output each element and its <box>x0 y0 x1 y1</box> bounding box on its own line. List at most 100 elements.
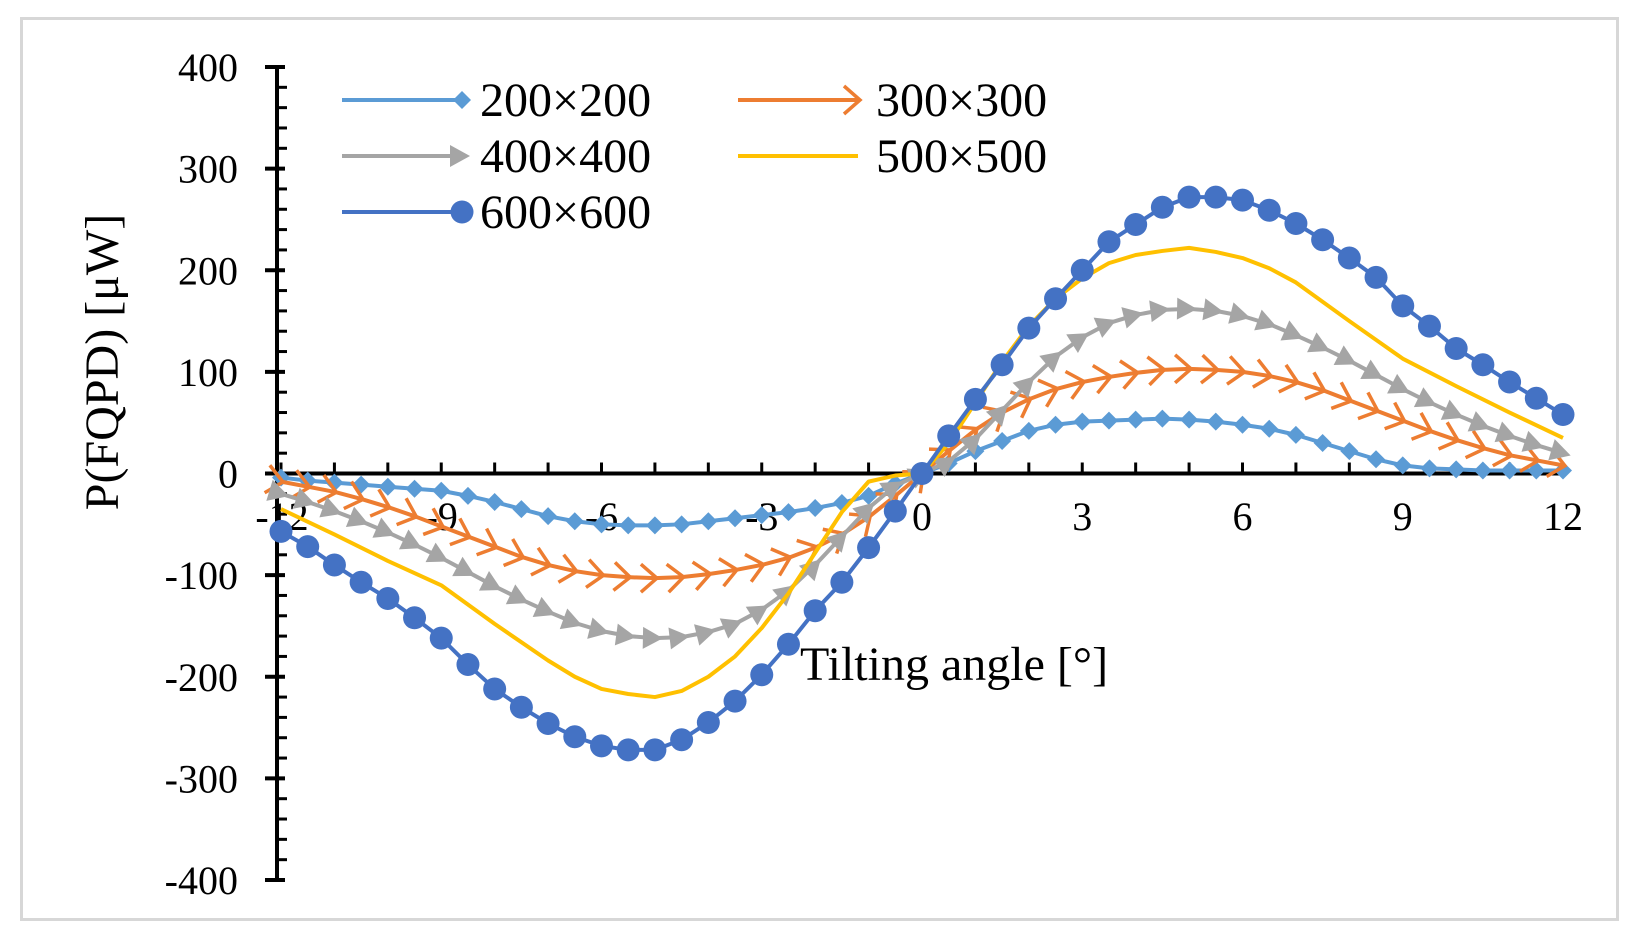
legend-item: 600×600 <box>342 186 651 239</box>
data-point <box>1228 302 1251 324</box>
arrow-mark <box>425 542 449 563</box>
arrow-mark <box>452 556 476 577</box>
arrow-mark <box>879 481 903 502</box>
arrow-mark <box>1121 307 1144 329</box>
data-point <box>1150 195 1174 219</box>
data-point <box>512 500 531 519</box>
data-point <box>776 632 800 656</box>
data-point <box>1340 442 1359 461</box>
y-tick-label: 200 <box>178 248 238 293</box>
data-point <box>1124 213 1148 237</box>
data-point <box>1064 369 1087 400</box>
arrow-mark <box>1304 371 1328 401</box>
legend-label: 300×300 <box>876 74 1047 127</box>
data-point <box>1226 355 1248 386</box>
y-tick-label: -200 <box>165 655 238 700</box>
data-point <box>1420 459 1439 478</box>
data-point <box>1017 316 1041 340</box>
data-point <box>848 512 873 538</box>
arrow-mark <box>1548 439 1571 461</box>
data-point <box>1551 403 1575 427</box>
data-point <box>325 473 344 492</box>
data-point <box>752 506 771 525</box>
data-point <box>1176 297 1198 320</box>
y-axis-title: P(FQPD) [μW] <box>76 214 129 510</box>
data-point <box>532 596 556 617</box>
data-point <box>432 481 451 500</box>
legend: 200×200 300×300 400×400 500×500 600×600 <box>342 74 1047 239</box>
arrow-mark <box>1413 387 1437 408</box>
x-tick-label: 12 <box>1543 494 1583 539</box>
data-point <box>475 527 500 557</box>
arrow-mark <box>1521 430 1544 452</box>
data-point <box>1254 309 1277 331</box>
data-point <box>993 431 1012 450</box>
data-point <box>691 560 713 591</box>
arrow-mark <box>1437 421 1461 451</box>
data-point <box>744 552 767 583</box>
data-point <box>963 387 987 411</box>
legend-label: 600×600 <box>480 186 651 239</box>
data-point <box>1330 381 1354 411</box>
chart-frame <box>20 17 1619 921</box>
arrow-mark <box>668 627 690 650</box>
data-point <box>1118 359 1141 390</box>
data-point <box>502 538 526 568</box>
data-point <box>1070 258 1094 282</box>
data-point <box>296 535 320 559</box>
arrow-mark <box>770 547 793 577</box>
data-point <box>456 653 480 677</box>
arrow-mark <box>585 558 607 589</box>
data-point <box>1073 412 1092 431</box>
data-point <box>292 487 316 509</box>
arrow-mark <box>665 562 687 594</box>
arrow-mark <box>343 480 366 511</box>
data-point <box>1464 429 1488 460</box>
arrow-mark <box>478 571 502 591</box>
data-point <box>779 503 798 522</box>
data-point <box>349 570 373 594</box>
arrow-mark <box>1012 376 1035 399</box>
data-point <box>1121 307 1144 329</box>
data-point <box>452 556 476 577</box>
data-point <box>910 462 934 485</box>
x-tick-label: 9 <box>1393 494 1413 539</box>
data-point <box>563 725 587 749</box>
data-point <box>1524 386 1548 410</box>
arrow-mark <box>502 538 526 568</box>
arrow-mark <box>1410 412 1434 441</box>
x-axis-title: Tilting angle [°] <box>800 638 1108 691</box>
data-point <box>449 517 473 547</box>
data-point <box>830 570 854 594</box>
x-tick-label: 6 <box>1233 494 1253 539</box>
data-point <box>316 474 339 504</box>
data-point <box>696 710 720 734</box>
arrow-mark <box>1228 302 1251 324</box>
arrow-mark <box>848 512 873 538</box>
data-point <box>565 512 584 531</box>
arrow-mark <box>691 560 713 591</box>
data-point <box>1437 421 1461 451</box>
data-point <box>1521 430 1544 452</box>
arrow-mark <box>559 608 583 630</box>
data-point <box>290 469 313 500</box>
arrow-mark <box>642 626 663 649</box>
y-tick-label: 0 <box>218 452 238 497</box>
data-point <box>1417 314 1441 338</box>
arrow-mark <box>1357 391 1381 421</box>
data-point <box>485 492 504 511</box>
data-point <box>1231 188 1254 212</box>
data-point <box>1500 461 1519 480</box>
arrow-mark <box>842 84 863 116</box>
data-point <box>395 497 419 527</box>
data-point <box>639 562 660 594</box>
arrow-mark <box>1491 437 1515 468</box>
data-point <box>369 488 393 518</box>
data-point <box>1251 358 1274 389</box>
data-point <box>453 91 471 109</box>
arrow-mark <box>449 517 473 547</box>
data-point <box>1177 185 1201 209</box>
arrow-mark <box>694 624 717 646</box>
data-point <box>1467 411 1491 432</box>
arrow-mark <box>1091 364 1114 395</box>
